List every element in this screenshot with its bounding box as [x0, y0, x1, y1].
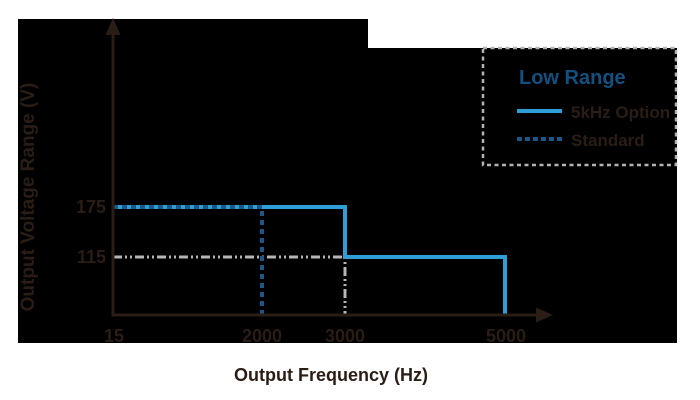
legend-label-5khz-option: 5kHz Option — [571, 103, 670, 122]
x-tick-3000: 3000 — [325, 326, 365, 346]
legend-title: Low Range — [519, 67, 626, 89]
series-standard-line — [113, 205, 264, 315]
x-tick-2000: 2000 — [242, 326, 282, 346]
x-tick-15: 15 — [104, 326, 124, 346]
chart-panel-left — [18, 19, 368, 343]
legend-label-standard: Standard — [571, 131, 645, 150]
y-tick-115: 115 — [77, 247, 106, 267]
legend: Low Range 5kHz Option Standard — [481, 46, 678, 167]
x-axis-arrow-icon — [536, 307, 553, 323]
x-tick-5000: 5000 — [486, 326, 526, 346]
y-axis-arrow-icon — [105, 18, 121, 35]
y-axis-title: Output Voltage Range (V) — [18, 83, 39, 312]
x-axis-title: Output Frequency (Hz) — [234, 365, 428, 385]
chart-panel-right — [368, 48, 677, 343]
series-5khz-option-line — [113, 205, 507, 315]
y-tick-175: 175 — [76, 197, 106, 217]
legend-border — [481, 46, 678, 167]
